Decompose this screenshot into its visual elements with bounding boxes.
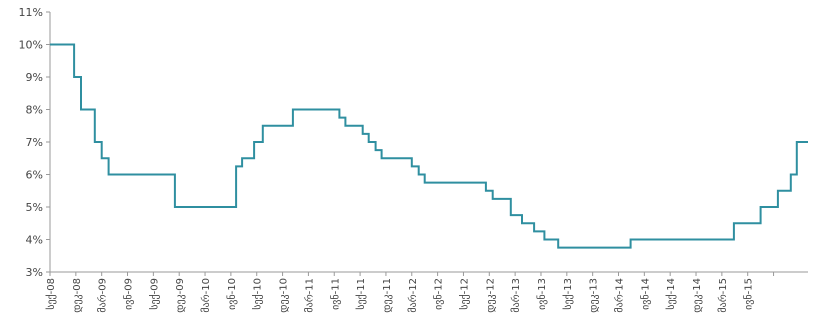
y-tick-label: 8% <box>26 104 43 117</box>
x-tick-label: სექ-14 <box>665 278 677 310</box>
y-tick-label: 9% <box>26 71 43 84</box>
y-tick-label: 3% <box>26 266 43 279</box>
y-tick-label: 11% <box>19 6 43 19</box>
x-tick-label: ივნ-14 <box>639 278 651 310</box>
x-tick-label: დეკ-10 <box>279 278 290 313</box>
x-tick-label: მარ-12 <box>407 278 419 313</box>
x-tick-label: დეკ-08 <box>72 278 83 313</box>
x-tick-label: ივნ-12 <box>433 278 445 310</box>
x-tick-label: ივნ-10 <box>226 278 238 310</box>
x-tick-label: სექ-09 <box>148 278 160 310</box>
x-tick-label: დეკ-13 <box>589 278 600 313</box>
x-tick-label: დეკ-11 <box>382 278 393 313</box>
x-tick-label: დეკ-09 <box>175 278 186 313</box>
x-axis: სექ-08 დეკ-08 მარ-09 ივნ-09 სექ-09 დეკ-09 მარ-… <box>45 271 808 313</box>
y-tick-label: 7% <box>26 136 43 149</box>
x-tick-label: მარ-15 <box>717 278 729 313</box>
series-layer <box>50 43 808 249</box>
y-tick-label: 4% <box>26 234 43 247</box>
x-tick-label: მარ-14 <box>614 278 626 313</box>
x-tick-label: მარ-11 <box>303 278 315 313</box>
y-tick-label: 5% <box>26 201 43 214</box>
y-tick-label: 10% <box>19 39 43 52</box>
x-tick-label: სექ-08 <box>45 278 57 310</box>
x-tick-label: სექ-11 <box>355 278 367 310</box>
x-tick-label: ივნ-11 <box>329 278 341 310</box>
x-tick-label: სექ-10 <box>252 278 264 310</box>
x-tick-label: მარ-13 <box>510 278 522 313</box>
x-tick-label: მარ-09 <box>97 278 109 313</box>
x-tick-label: მარ-10 <box>200 278 212 313</box>
x-tick-label: ივნ-09 <box>123 278 135 310</box>
x-tick-label: სექ-12 <box>458 278 470 310</box>
y-tick-label: 6% <box>26 169 43 182</box>
y-axis: 3% 4% 5% 6% 7% 8% 9% 10% 11% <box>19 6 51 279</box>
x-tick-label: დეკ-12 <box>485 278 496 313</box>
x-tick-label: ივნ-15 <box>743 278 755 310</box>
x-tick-label: სექ-13 <box>562 278 574 310</box>
x-tick-label: დეკ-14 <box>692 278 703 313</box>
x-tick-label: ივნ-13 <box>536 278 548 310</box>
series-line-0 <box>50 43 808 249</box>
